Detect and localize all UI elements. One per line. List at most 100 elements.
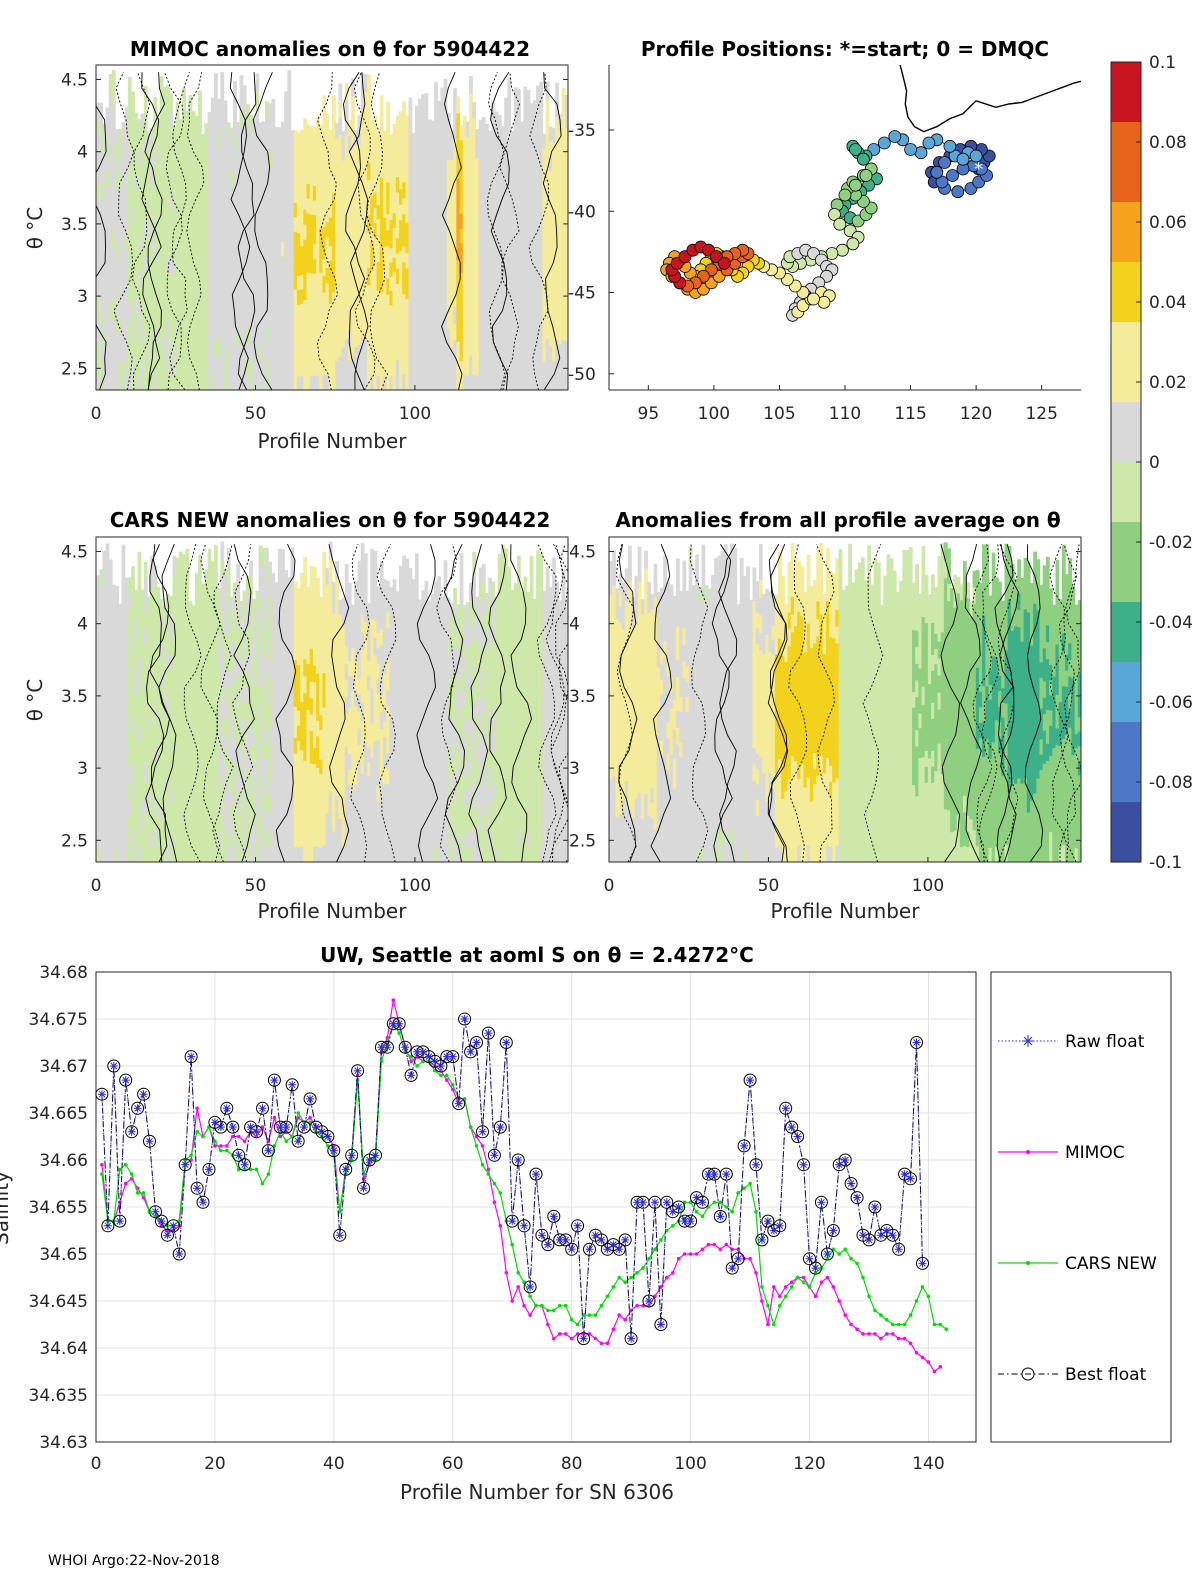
heatmap-cell [207, 220, 212, 237]
profile-position-marker [922, 136, 936, 150]
heatmap-cell [395, 726, 400, 743]
heatmap-cell [421, 209, 426, 227]
heatmap-cell [383, 145, 387, 161]
heatmap-cell [131, 845, 135, 862]
heatmap-cell [108, 214, 113, 233]
heatmap-cell [265, 635, 269, 654]
heatmap-cell [236, 137, 241, 153]
heatmap-cell [405, 191, 410, 208]
heatmap-cell [408, 796, 413, 814]
heatmap-cell [274, 214, 279, 230]
heatmap-cell [258, 756, 263, 775]
heatmap-cell [108, 126, 113, 145]
heatmap-cell [163, 647, 167, 663]
heatmap-cell [434, 82, 438, 100]
heatmap-cell [198, 657, 202, 676]
heatmap-cell [188, 731, 193, 747]
heatmap-cell [163, 255, 167, 273]
heatmap-cell [478, 254, 483, 271]
heatmap-cell [440, 205, 445, 223]
heatmap-cell [249, 237, 253, 254]
heatmap-cell [389, 785, 394, 802]
heatmap-cell [191, 173, 196, 190]
heatmap-cell [111, 87, 116, 107]
heatmap-cell [328, 790, 333, 810]
heatmap-cell [421, 357, 426, 375]
heatmap-cell [150, 828, 154, 846]
heatmap-cell [485, 227, 489, 243]
heatmap-cell [453, 289, 457, 307]
heatmap-cell [421, 94, 426, 112]
heatmap-cell [450, 274, 454, 290]
profile-position-marker [807, 292, 820, 306]
heatmap-cell [96, 118, 100, 135]
heatmap-cell [214, 354, 218, 374]
heatmap-cell [548, 170, 553, 186]
heatmap-cell [316, 116, 320, 133]
heatmap-cell [249, 627, 253, 645]
heatmap-cell [255, 91, 260, 110]
heatmap-cell [229, 640, 234, 657]
heatmap-cell [172, 272, 177, 288]
heatmap-cell [367, 617, 371, 633]
heatmap-cell [319, 655, 323, 672]
heatmap-cell [309, 360, 314, 376]
heatmap-cell [99, 585, 103, 603]
heatmap-cell [383, 346, 387, 362]
x-tick-label: 125 [1025, 404, 1057, 424]
heatmap-cell [434, 201, 438, 220]
heatmap-cell [194, 829, 199, 847]
heatmap-cell [367, 775, 371, 791]
profile-position-marker [956, 152, 970, 166]
heatmap-cell [430, 668, 435, 685]
heatmap-cell [367, 144, 371, 163]
heatmap-cell [300, 572, 304, 590]
heatmap-cell [166, 84, 170, 103]
heatmap-cell [360, 614, 365, 633]
heatmap-cell [188, 324, 193, 342]
heatmap-cell [325, 221, 330, 238]
heatmap-cell [281, 584, 285, 603]
heatmap-cell [316, 359, 320, 376]
heatmap-cell [121, 562, 126, 581]
heatmap-cell [166, 623, 170, 640]
heatmap-cell [376, 831, 381, 848]
heatmap-cell [300, 845, 304, 862]
heatmap-cell [191, 266, 196, 283]
heatmap-cell [191, 804, 196, 820]
heatmap-cell [210, 795, 215, 813]
heatmap-cell [520, 345, 524, 361]
heatmap-cell [198, 589, 202, 607]
heatmap-cell [150, 259, 154, 275]
heatmap-cell [223, 293, 228, 311]
heatmap-cell [389, 233, 394, 249]
heatmap-cell [210, 243, 215, 261]
heatmap-cell [258, 241, 263, 257]
heatmap-cell [443, 794, 448, 813]
heatmap-cell [226, 181, 231, 198]
heatmap-cell [373, 810, 378, 829]
heatmap-cell [185, 635, 190, 654]
heatmap-cell [147, 729, 151, 745]
heatmap-cell [440, 104, 445, 122]
profile-position-marker [833, 217, 847, 231]
heatmap-cell [367, 761, 371, 777]
heatmap-cell [414, 184, 419, 202]
heatmap-cell [443, 811, 448, 830]
heatmap-cell [434, 721, 438, 738]
heatmap-cell [303, 709, 308, 728]
heatmap-cell [539, 98, 544, 117]
heatmap-cell [156, 755, 161, 771]
heatmap-cell [322, 586, 327, 605]
heatmap-cell [443, 217, 448, 235]
heatmap-cell [373, 252, 378, 269]
heatmap-cell [564, 209, 568, 227]
heatmap-cell [255, 214, 260, 233]
heatmap-cell [411, 767, 416, 785]
heatmap-cell [316, 814, 320, 832]
heatmap-cell [198, 90, 202, 109]
heatmap-cell [150, 157, 154, 173]
heatmap-cell [265, 600, 269, 619]
heatmap-cell [411, 689, 416, 706]
heatmap-cell [462, 161, 467, 178]
